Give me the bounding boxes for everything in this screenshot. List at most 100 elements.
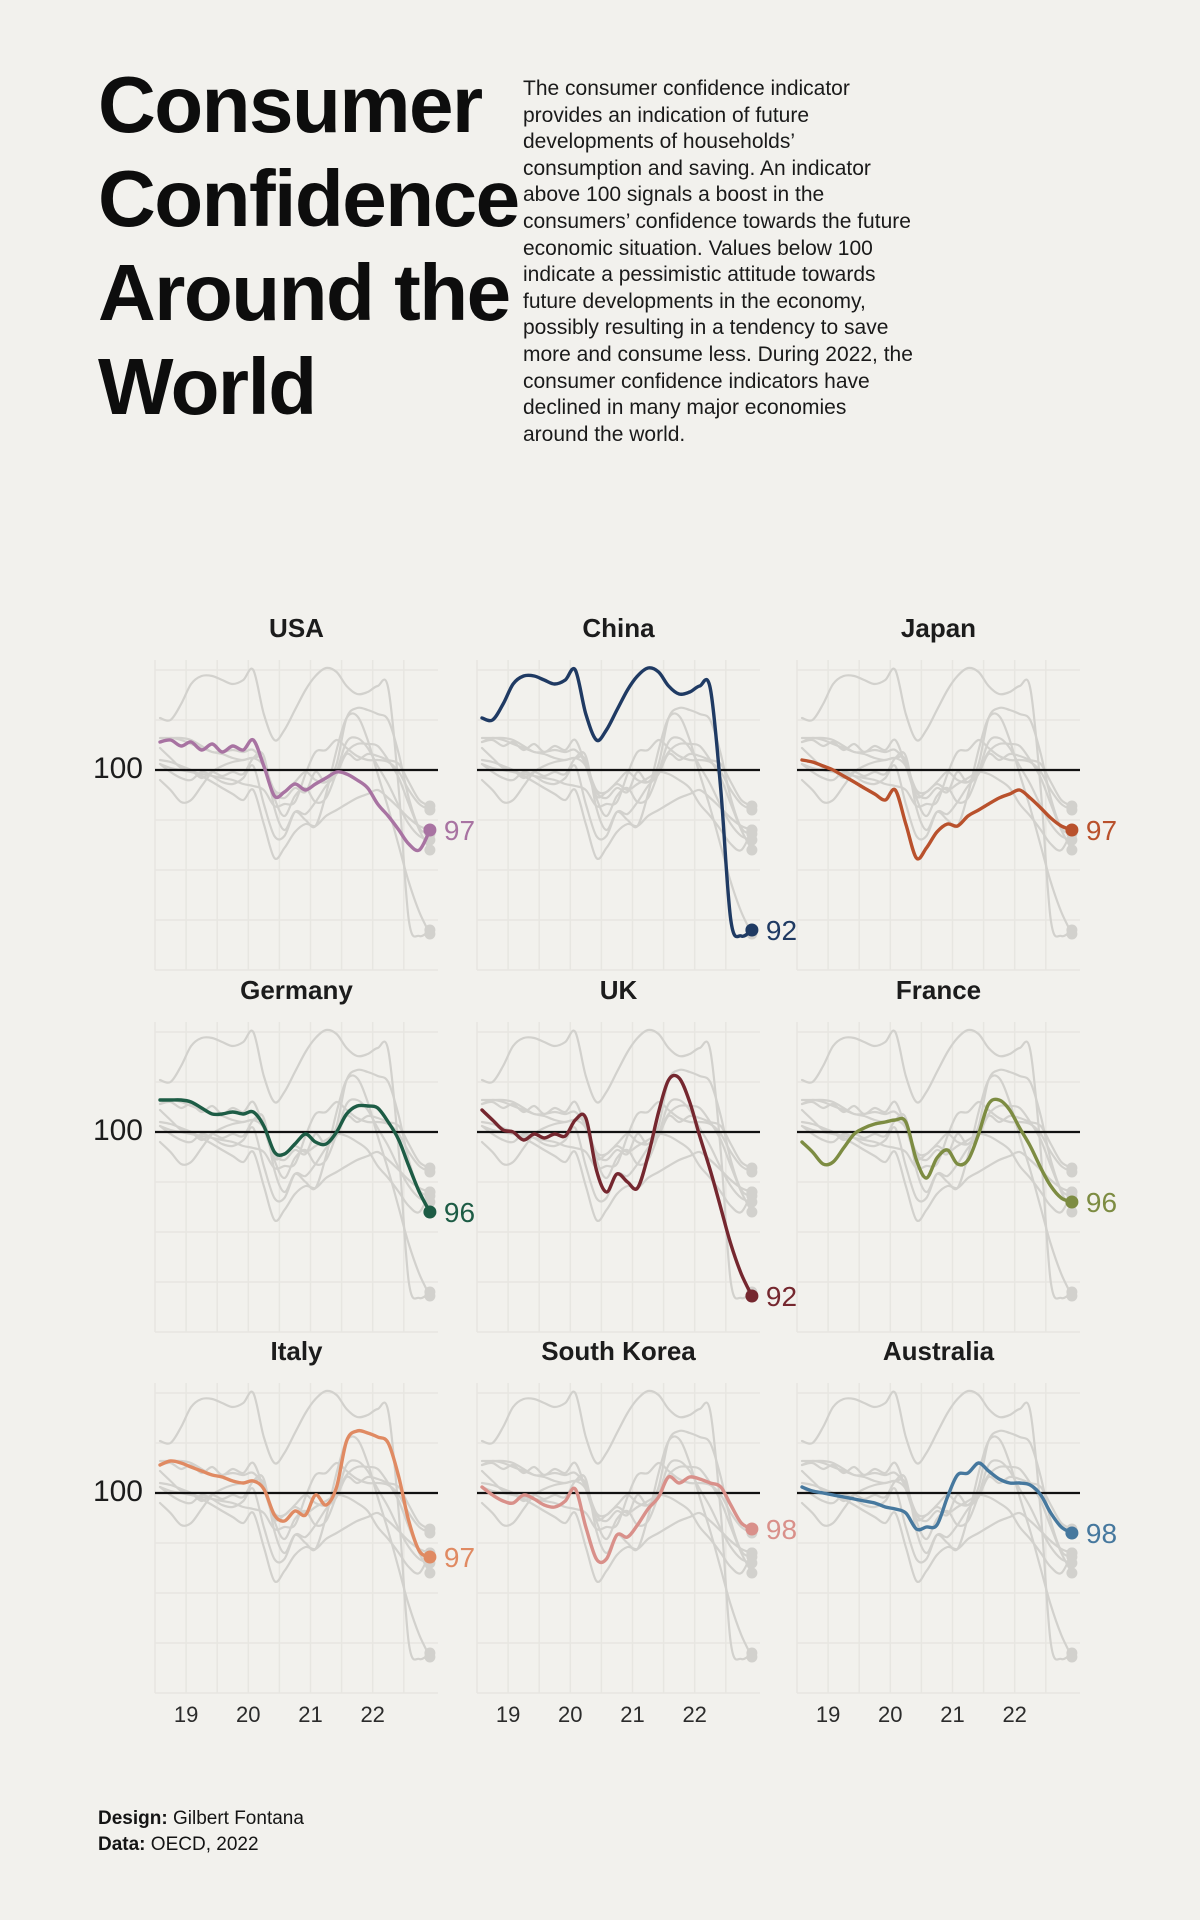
x-tick-label-australia-20: 20	[878, 1702, 903, 1727]
design-credit: Design: Gilbert Fontana	[98, 1806, 304, 1832]
end-label-germany: 96	[444, 1197, 475, 1228]
background-line-france	[800, 1459, 1073, 1565]
line-germany	[158, 1098, 432, 1214]
panel-chart-china: 92	[476, 660, 797, 971]
chart-grid: USA 97 100 China 92 Japan 97 Germany 96 100 UK 92 Fr…	[92, 613, 1117, 1727]
data-value: OECD, 2022	[145, 1834, 259, 1855]
chart-panel-usa: USA 97	[154, 613, 475, 971]
chart-panel-italy: Italy 97	[154, 1336, 475, 1694]
end-label-uk: 92	[766, 1281, 797, 1312]
background-line-south-korea	[158, 1114, 431, 1203]
background-line-france	[158, 736, 431, 842]
background-line-italy	[480, 706, 753, 836]
line-japan	[800, 758, 1074, 861]
background-end-dot	[746, 828, 758, 840]
background-end-dot	[424, 804, 436, 816]
design-value: Gilbert Fontana	[167, 1808, 304, 1829]
background-line-south-korea	[480, 752, 753, 841]
background-end-dot	[424, 1190, 436, 1202]
end-dot-china	[745, 923, 759, 937]
panel-chart-italy: 97	[154, 1383, 475, 1694]
chart-panel-germany: Germany 96	[154, 975, 475, 1333]
data-credit: Data: OECD, 2022	[98, 1832, 304, 1858]
background-end-dot	[424, 844, 436, 856]
background-end-dot	[424, 1651, 436, 1663]
background-line-south-korea	[158, 752, 431, 841]
end-dot-south-korea	[745, 1522, 759, 1536]
background-end-dot	[746, 1206, 758, 1218]
background-end-dot	[746, 1651, 758, 1663]
background-end-dot	[746, 1567, 758, 1579]
panel-chart-japan: 97	[796, 660, 1117, 971]
line-italy	[158, 1428, 432, 1559]
panel-title-germany: Germany	[240, 975, 353, 1005]
end-dot-france	[1065, 1195, 1079, 1209]
background-line-china	[800, 666, 1073, 938]
background-line-south-korea	[800, 1475, 1073, 1564]
background-end-dot	[746, 844, 758, 856]
panel-chart-south-korea: 98	[476, 1383, 797, 1694]
background-line-france	[480, 1098, 753, 1204]
data-label: Data:	[98, 1834, 146, 1855]
background-line-australia	[480, 738, 753, 812]
background-end-dot	[1066, 1567, 1078, 1579]
end-dot-uk	[745, 1289, 759, 1303]
x-tick-label-italy-21: 21	[298, 1702, 323, 1727]
background-end-dot	[424, 1166, 436, 1178]
background-line-australia	[800, 738, 1073, 812]
panel-chart-france: 96	[796, 1022, 1117, 1333]
background-end-dot	[1066, 1166, 1078, 1178]
x-tick-label-south-korea-20: 20	[558, 1702, 583, 1727]
background-line-germany	[800, 736, 1073, 852]
line-uk	[480, 1073, 754, 1298]
panel-title-south-korea: South Korea	[541, 1336, 696, 1366]
background-end-dot	[746, 804, 758, 816]
background-end-dot	[746, 1166, 758, 1178]
x-tick-label-south-korea-22: 22	[682, 1702, 707, 1727]
background-line-china	[158, 1028, 431, 1300]
background-line-france	[158, 1459, 431, 1565]
background-line-italy	[480, 1429, 753, 1559]
end-dot-japan	[1065, 823, 1079, 837]
y-axis-100-label: 100	[92, 752, 143, 785]
panel-title-italy: Italy	[270, 1336, 323, 1366]
end-label-japan: 97	[1086, 815, 1117, 846]
panel-title-uk: UK	[599, 975, 638, 1005]
background-line-france	[158, 1098, 431, 1204]
chart-panel-australia: Australia 98	[796, 1336, 1117, 1694]
background-line-australia	[480, 1461, 753, 1535]
background-line-china	[480, 1028, 753, 1300]
end-label-australia: 98	[1086, 1518, 1117, 1549]
x-tick-label-italy-20: 20	[236, 1702, 261, 1727]
background-end-dot	[424, 1527, 436, 1539]
background-end-dot	[1066, 1551, 1078, 1563]
panel-title-france: France	[895, 975, 982, 1005]
background-line-china	[800, 1389, 1073, 1661]
background-line-south-korea	[800, 1114, 1073, 1203]
background-end-dot	[1066, 1651, 1078, 1663]
background-end-dot	[424, 1567, 436, 1579]
background-line-germany	[480, 1098, 753, 1214]
x-tick-label-south-korea-21: 21	[620, 1702, 645, 1727]
page-title-line-4: World	[98, 342, 317, 431]
end-dot-usa	[423, 823, 437, 837]
end-dot-germany	[423, 1205, 437, 1219]
end-dot-italy	[423, 1550, 437, 1564]
x-tick-label-australia-21: 21	[940, 1702, 965, 1727]
background-line-germany	[800, 1459, 1073, 1575]
y-axis-100-label: 100	[92, 1475, 143, 1508]
page-title-line-2: Confidence	[98, 154, 520, 243]
chart-panel-japan: Japan 97	[796, 613, 1117, 971]
line-south-korea	[480, 1474, 754, 1565]
background-line-china	[158, 666, 431, 938]
background-line-australia	[158, 738, 431, 812]
chart-panel-france: France 96	[796, 975, 1117, 1333]
page-title-line-1: Consumer	[98, 60, 483, 149]
background-end-dot	[1066, 1206, 1078, 1218]
end-label-usa: 97	[444, 815, 475, 846]
background-line-france	[800, 736, 1073, 842]
end-label-italy: 97	[444, 1542, 475, 1573]
panel-chart-uk: 92	[476, 1022, 797, 1333]
panel-chart-australia: 98	[796, 1383, 1117, 1694]
background-line-australia	[480, 1100, 753, 1174]
